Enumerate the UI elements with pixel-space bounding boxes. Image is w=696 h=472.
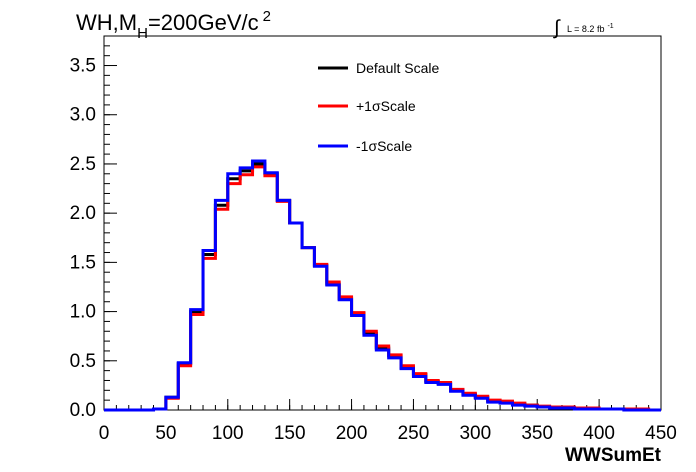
y-tick-label: 3.0 [70, 105, 96, 126]
x-axis-label: WWSumEt [565, 445, 662, 466]
title-prefix: WH,M [76, 10, 137, 35]
x-tick-label: 350 [521, 423, 553, 444]
legend-label: +1σScale [356, 98, 416, 114]
lumi-label: L = 8.2 fb -1 [567, 23, 614, 34]
x-tick-label: 150 [274, 423, 306, 444]
lumi-superscript: -1 [607, 23, 613, 30]
y-tick-label: 0.0 [70, 400, 96, 421]
y-tick-label: 0.5 [70, 351, 96, 372]
title-mid: =200GeV/c [148, 10, 259, 35]
x-tick-label: 0 [99, 423, 110, 444]
y-tick-label: 1.5 [70, 252, 96, 273]
x-tick-label: 300 [459, 423, 491, 444]
y-tick-label: 2.0 [70, 203, 96, 224]
y-tick-label: 2.5 [70, 154, 96, 175]
legend-label: Default Scale [356, 60, 439, 76]
x-tick-label: 100 [212, 423, 244, 444]
x-tick-label: 400 [583, 423, 615, 444]
x-tick-label: 200 [336, 423, 368, 444]
lumi-text: L = 8.2 fb [567, 24, 604, 34]
legend-label: -1σScale [356, 138, 412, 154]
y-tick-label: 1.0 [70, 302, 96, 323]
title-subscript: H [137, 25, 148, 42]
lumi-integral-symbol: ∫ [553, 17, 561, 39]
y-tick-label: 3.5 [70, 56, 96, 77]
x-tick-label: 250 [398, 423, 430, 444]
series-line-3 [104, 159, 661, 412]
x-tick-label: 50 [155, 423, 176, 444]
x-tick-label: 450 [645, 423, 677, 444]
title-superscript: 2 [263, 8, 271, 25]
series-layer [104, 159, 661, 412]
chart-title: WH,MH=200GeV/c 2 [76, 8, 271, 42]
legend: Default Scale +1σScale -1σScale [318, 60, 439, 154]
